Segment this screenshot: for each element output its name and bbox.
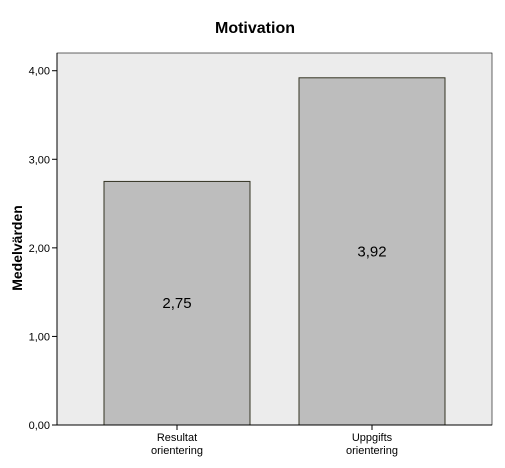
y-tick-label: 1,00 — [29, 331, 50, 343]
y-axis-label: Medelvärden — [9, 205, 25, 291]
x-tick-label: Uppgifts orientering — [346, 432, 398, 457]
y-tick-label: 4,00 — [29, 66, 50, 78]
plot-frame — [56, 52, 493, 426]
bar — [103, 180, 251, 426]
data-label: 3,92 — [357, 243, 386, 260]
y-tick-label: 3,00 — [29, 154, 50, 166]
bar — [298, 77, 446, 426]
x-tick-label: Resultat orientering — [151, 432, 203, 457]
y-tick-label: 2,00 — [29, 243, 50, 255]
y-tick-label: 0,00 — [29, 420, 50, 432]
chart-title: Motivation — [215, 20, 295, 37]
data-label: 2,75 — [162, 295, 191, 312]
